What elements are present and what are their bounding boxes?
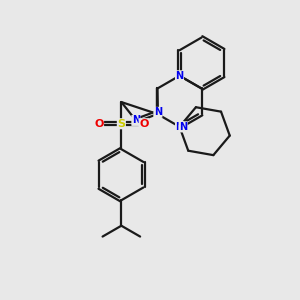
Text: O: O (139, 119, 148, 129)
Text: S: S (117, 119, 125, 129)
Text: O: O (94, 119, 104, 129)
Text: N: N (176, 122, 184, 132)
Text: N: N (132, 116, 140, 125)
Text: N: N (154, 107, 162, 117)
Text: N: N (176, 71, 184, 81)
Text: N: N (179, 122, 187, 132)
